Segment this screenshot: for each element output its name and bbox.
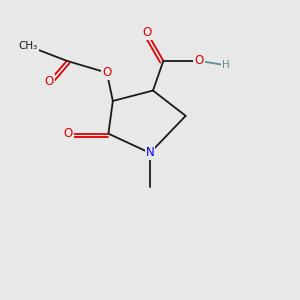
Text: O: O bbox=[64, 127, 73, 140]
Text: N: N bbox=[146, 146, 154, 160]
Text: O: O bbox=[44, 75, 54, 88]
Text: O: O bbox=[102, 66, 112, 79]
Text: O: O bbox=[194, 54, 204, 67]
Text: O: O bbox=[142, 26, 152, 39]
Text: H: H bbox=[222, 60, 230, 70]
Text: CH₃: CH₃ bbox=[19, 41, 38, 51]
